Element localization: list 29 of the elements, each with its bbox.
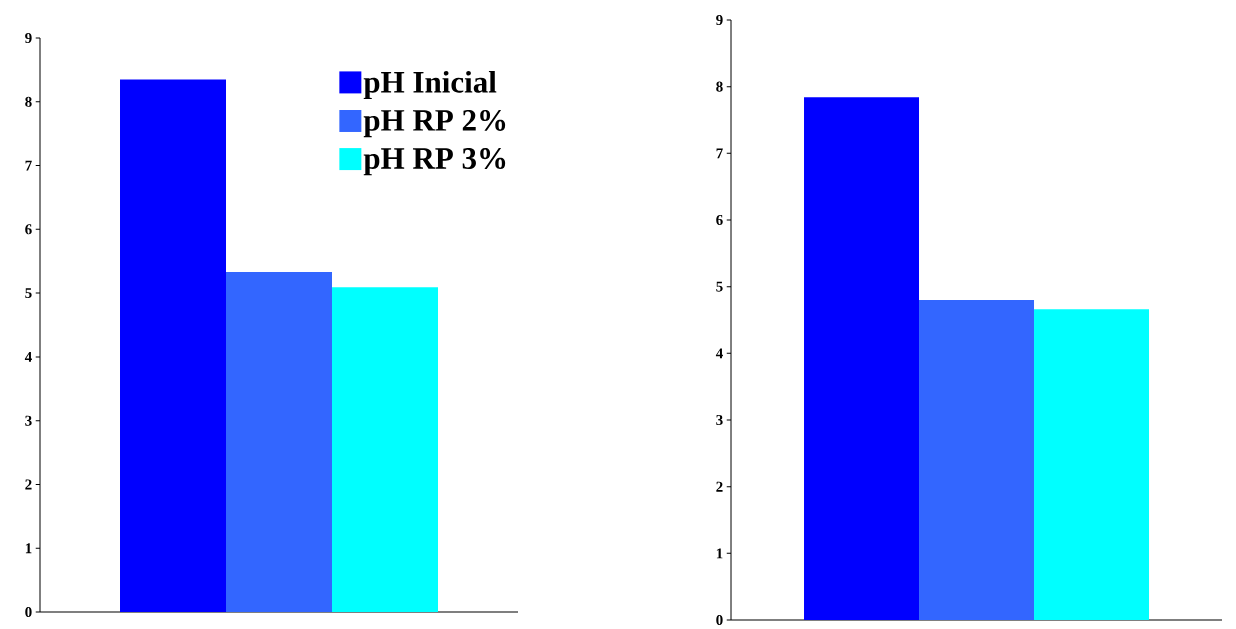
y-tick-label: 7 xyxy=(716,148,723,159)
bar xyxy=(1034,309,1150,620)
legend-label: pH RP 3% xyxy=(363,148,506,176)
bar xyxy=(804,97,920,620)
bar xyxy=(332,287,438,612)
y-tick-label: 3 xyxy=(25,415,32,426)
y-tick-label: 4 xyxy=(715,348,723,359)
y-tick-label: 6 xyxy=(716,214,723,226)
y-tick-label: 2 xyxy=(716,481,723,492)
y-tick-label: 0 xyxy=(25,606,32,618)
bar xyxy=(120,79,227,612)
y-tick-label: 2 xyxy=(25,479,32,490)
y-tick-label: 5 xyxy=(716,281,723,292)
y-tick-label: 6 xyxy=(25,224,32,235)
bar xyxy=(226,272,333,612)
legend-label: pH Inicial xyxy=(363,70,497,100)
bar xyxy=(919,299,1035,620)
y-tick-label: 8 xyxy=(25,96,32,107)
y-tick-label: 1 xyxy=(716,548,723,559)
y-tick-label: 0 xyxy=(716,614,723,626)
y-tick-label: 9 xyxy=(716,14,723,26)
y-tick-label: 3 xyxy=(716,414,723,426)
y-tick-label: 5 xyxy=(25,288,32,299)
y-tick-label: 1 xyxy=(25,543,32,554)
y-tick-label: 4 xyxy=(24,351,32,362)
legend-label: pH RP 2% xyxy=(363,109,506,138)
y-tick-label: 9 xyxy=(25,32,32,44)
y-tick-label: 7 xyxy=(25,160,32,171)
y-tick-label: 8 xyxy=(716,81,723,92)
